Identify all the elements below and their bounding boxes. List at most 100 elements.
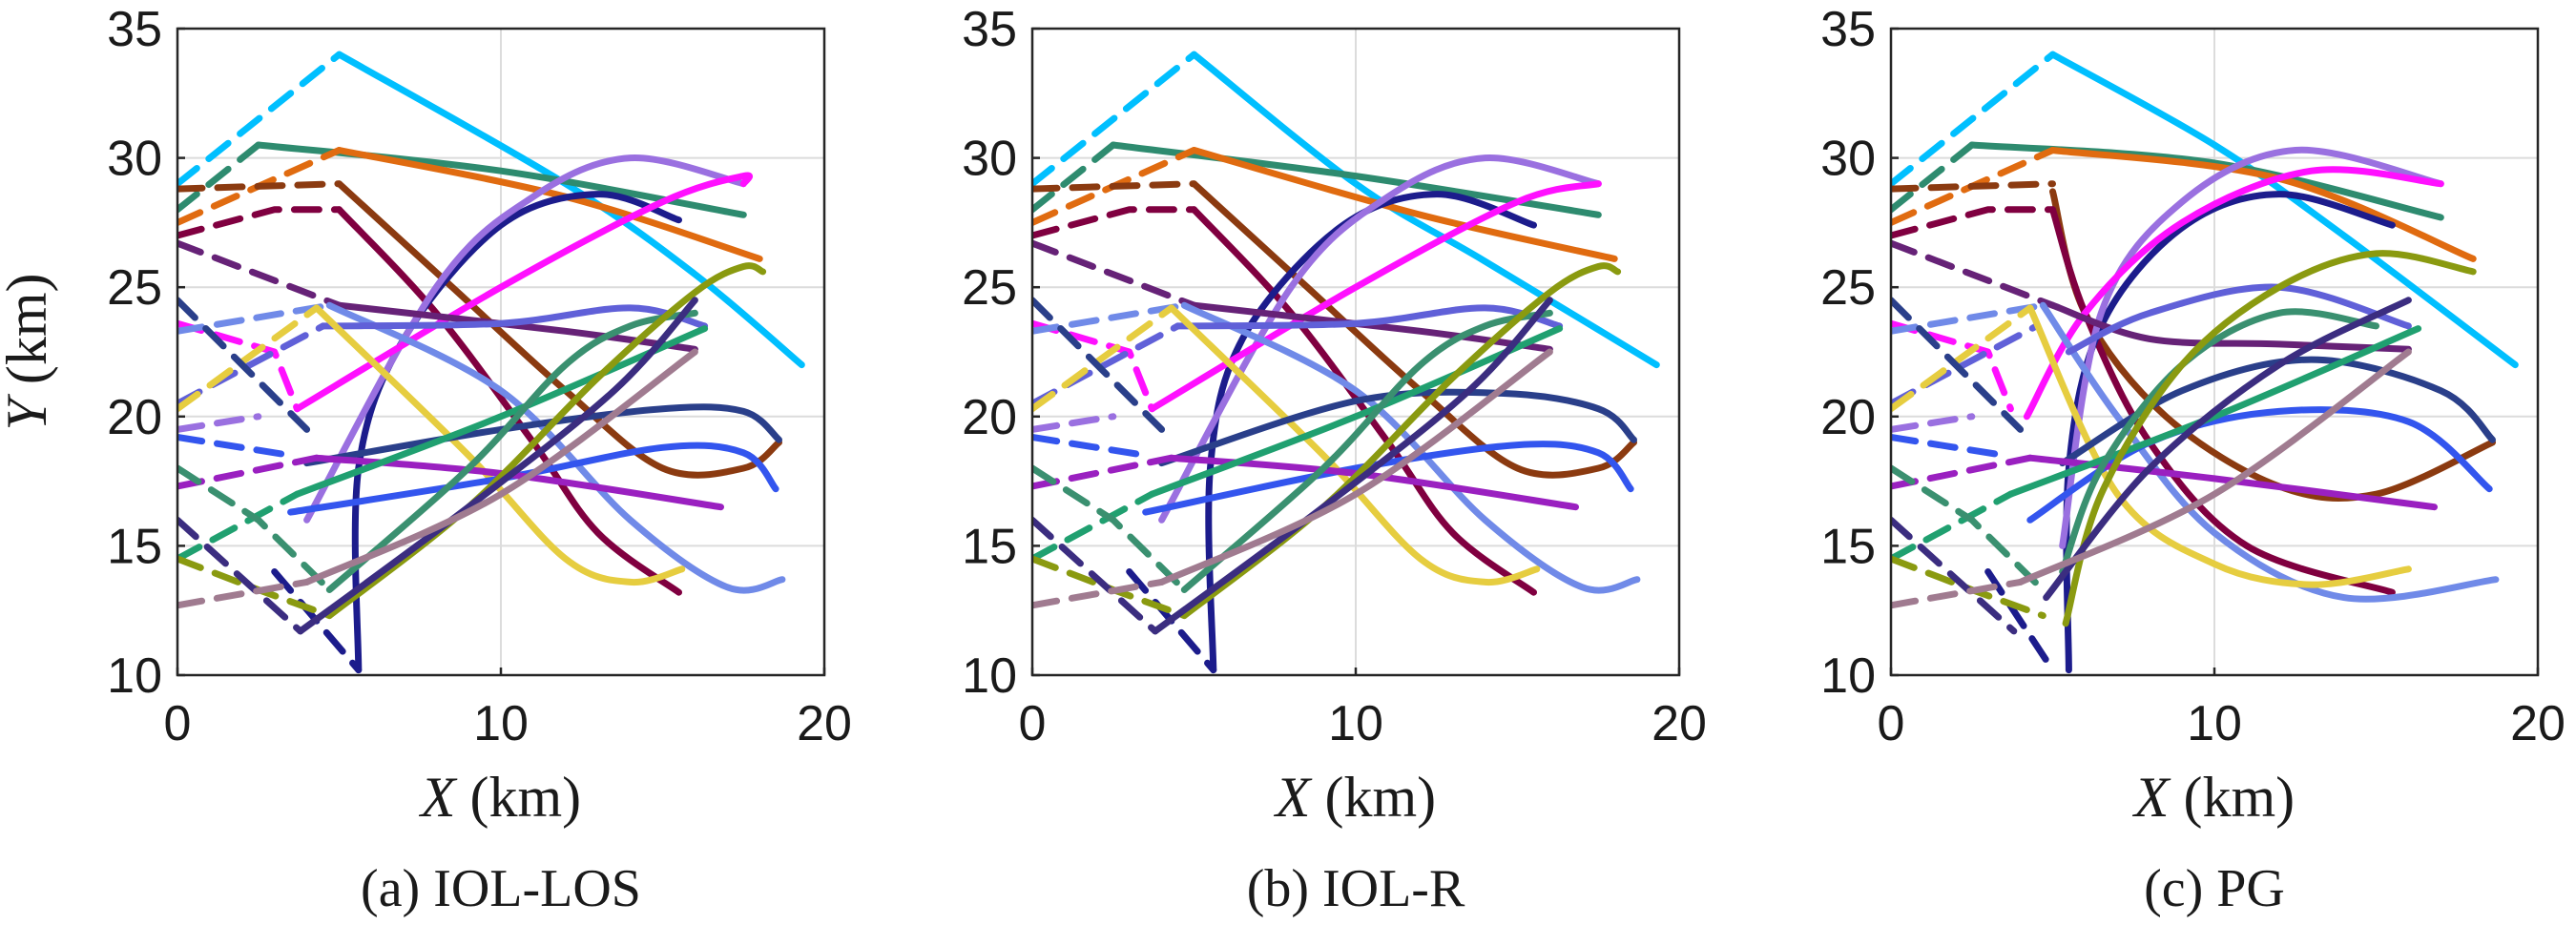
series-11-dashed-line bbox=[1891, 322, 2041, 407]
series-group bbox=[1891, 51, 2519, 674]
y-axis-unit: (km) bbox=[0, 273, 58, 399]
series-14-solid-line bbox=[1142, 441, 1634, 516]
series-12-solid-line bbox=[313, 304, 686, 585]
y-axis-label: Y (km) bbox=[0, 273, 58, 430]
series-5-dashed-line bbox=[1032, 206, 1197, 239]
y-tick-label: 15 bbox=[1820, 519, 1876, 574]
series-17-solid-line bbox=[1180, 309, 1553, 593]
series-12-dashed-line bbox=[1032, 304, 1175, 413]
series-11-dashed-line bbox=[1032, 322, 1181, 407]
series-4-dashed-line bbox=[1032, 180, 1197, 193]
series-19-solid-line bbox=[297, 297, 698, 635]
series-20-dashed-line bbox=[1891, 578, 2025, 609]
series-7-solid-line bbox=[2059, 146, 2444, 549]
series-7-dashed-line bbox=[1032, 413, 1117, 433]
series-17-dashed-line bbox=[177, 464, 333, 593]
series-20-solid-line bbox=[303, 348, 698, 585]
y-tick-label: 20 bbox=[107, 390, 162, 445]
series-16-dashed-line bbox=[177, 490, 301, 563]
series-19-dashed-line bbox=[177, 516, 304, 635]
series-1-solid-line bbox=[1191, 51, 1660, 369]
series-4-solid-line bbox=[336, 180, 782, 479]
y-tick-label: 30 bbox=[1820, 132, 1876, 187]
series-11-dashed-line bbox=[177, 322, 327, 407]
series-10-solid-line bbox=[1180, 301, 1641, 594]
series-8-dashed-line bbox=[1891, 319, 2014, 413]
x-tick-label: 10 bbox=[473, 696, 529, 751]
series-18-solid-line bbox=[2062, 250, 2477, 627]
series-14-dashed-line bbox=[1032, 434, 1150, 459]
series-13-dashed-line bbox=[1032, 297, 1166, 433]
y-tick-label: 10 bbox=[107, 648, 162, 704]
series-2-solid-line bbox=[255, 141, 747, 218]
panel-caption: (a) IOL-LOS bbox=[361, 859, 641, 918]
series-19-dashed-line bbox=[1891, 516, 2018, 635]
series-6-dashed-line bbox=[1984, 568, 2056, 674]
x-axis-variable: X bbox=[419, 766, 458, 829]
series-16-dashed-line bbox=[1891, 490, 2014, 563]
series-20-solid-line bbox=[2017, 348, 2412, 585]
x-tick-label: 20 bbox=[2510, 696, 2566, 751]
series-17-solid-line bbox=[325, 309, 698, 593]
y-tick-label: 25 bbox=[962, 260, 1017, 316]
x-tick-label: 0 bbox=[1019, 696, 1047, 751]
series-11-solid-line bbox=[2065, 283, 2412, 356]
series-1-solid-line bbox=[336, 51, 805, 369]
series-group bbox=[1032, 51, 1660, 674]
series-17-dashed-line bbox=[1891, 464, 2046, 593]
series-12-dashed-line bbox=[177, 304, 321, 413]
series-1-dashed-line bbox=[1032, 51, 1197, 188]
series-12-dashed-line bbox=[1891, 304, 2034, 413]
series-12-solid-line bbox=[2026, 304, 2412, 588]
series-14-solid-line bbox=[287, 442, 779, 516]
y-tick-label: 15 bbox=[962, 519, 1017, 574]
series-20-solid-line bbox=[1158, 348, 1553, 585]
series-group bbox=[177, 51, 805, 674]
series-2-solid-line bbox=[1968, 141, 2444, 221]
x-tick-label: 20 bbox=[797, 696, 852, 751]
x-axis-label: X (km) bbox=[1274, 766, 1436, 829]
series-3-solid-line bbox=[1191, 147, 1618, 262]
series-10-solid-line bbox=[2039, 301, 2500, 603]
series-20-dashed-line bbox=[177, 578, 311, 609]
series-9-solid-line bbox=[2049, 301, 2412, 353]
series-13-dashed-line bbox=[1891, 297, 2025, 433]
series-9-dashed-line bbox=[177, 239, 343, 309]
series-8-solid-line bbox=[1148, 180, 1602, 413]
y-tick-label: 35 bbox=[107, 2, 162, 57]
series-2-dashed-line bbox=[1032, 141, 1117, 214]
series-8-dashed-line bbox=[1032, 319, 1155, 413]
x-axis-variable: X bbox=[2132, 766, 2171, 829]
series-8-solid-line bbox=[293, 172, 753, 413]
series-1-dashed-line bbox=[1891, 51, 2056, 188]
x-tick-label: 0 bbox=[164, 696, 192, 751]
series-5-dashed-line bbox=[177, 206, 343, 239]
series-8-dashed-line bbox=[177, 319, 301, 413]
series-2-solid-line bbox=[1110, 141, 1602, 218]
x-tick-label: 10 bbox=[1328, 696, 1383, 751]
series-6-solid-line bbox=[1205, 191, 1537, 674]
x-tick-label: 10 bbox=[2187, 696, 2242, 751]
panel-caption: (b) IOL-R bbox=[1247, 859, 1465, 918]
x-axis-unit: (km) bbox=[1311, 766, 1437, 829]
x-axis-variable: X bbox=[1274, 766, 1313, 829]
y-tick-label: 30 bbox=[107, 132, 162, 187]
series-5-solid-line bbox=[336, 206, 682, 596]
series-8-solid-line bbox=[2023, 166, 2444, 421]
series-10-dashed-line bbox=[1032, 301, 1188, 335]
series-5-solid-line bbox=[1191, 206, 1537, 596]
y-tick-label: 10 bbox=[1820, 648, 1876, 704]
series-10-dashed-line bbox=[1891, 301, 2046, 335]
series-10-dashed-line bbox=[177, 301, 333, 335]
x-tick-label: 0 bbox=[1878, 696, 1905, 751]
panel-caption: (c) PG bbox=[2144, 859, 2285, 918]
series-20-dashed-line bbox=[1032, 578, 1166, 609]
series-4-solid-line bbox=[1191, 180, 1637, 479]
y-tick-label: 35 bbox=[1820, 2, 1876, 57]
y-tick-label: 30 bbox=[962, 132, 1017, 187]
y-tick-label: 20 bbox=[962, 390, 1017, 445]
